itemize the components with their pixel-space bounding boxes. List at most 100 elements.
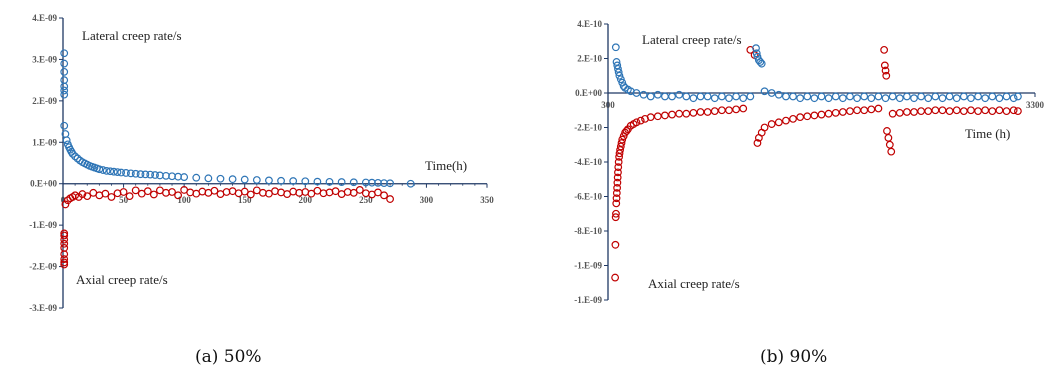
data-point: [888, 109, 897, 118]
data-point: [696, 108, 705, 116]
data-point: [867, 105, 876, 114]
data-point: [136, 170, 145, 179]
data-point: [817, 92, 826, 101]
data-point: [265, 176, 273, 185]
x-tick-label: 150: [238, 195, 252, 205]
y-tick-label: -2.E-09: [29, 262, 57, 272]
data-point: [903, 92, 911, 101]
data-point: [60, 244, 69, 252]
data-point: [668, 110, 676, 119]
data-point: [760, 123, 769, 132]
data-point: [612, 199, 621, 208]
series-lateral: [611, 43, 1022, 103]
data-point: [817, 110, 826, 119]
annotation-lateral: Lateral creep rate/s: [642, 32, 742, 47]
data-point: [246, 190, 255, 199]
data-point: [204, 174, 213, 183]
data-point: [838, 94, 847, 103]
y-tick-label: -3.E-09: [29, 303, 57, 313]
data-point: [910, 94, 918, 103]
data-point: [995, 106, 1004, 115]
data-point: [1009, 106, 1018, 115]
x-tick-label: 100: [177, 195, 191, 205]
data-point: [846, 92, 854, 101]
data-point: [228, 175, 237, 184]
data-point: [967, 94, 975, 103]
data-point: [710, 107, 719, 116]
data-point: [192, 173, 201, 182]
series-lateral: [60, 49, 415, 188]
data-point: [646, 92, 655, 101]
data-point: [646, 113, 655, 122]
data-point: [613, 173, 622, 182]
data-point: [613, 183, 622, 192]
data-point: [406, 179, 415, 188]
data-point: [614, 163, 623, 172]
annotation-time: Time(h): [425, 158, 467, 173]
data-point: [611, 273, 620, 282]
y-tick-label: 2.E-09: [32, 96, 57, 106]
data-point: [988, 107, 997, 116]
data-point: [739, 94, 748, 103]
data-point: [386, 179, 394, 188]
x-tick-label: 200: [299, 195, 313, 205]
data-point: [931, 106, 940, 115]
data-point: [325, 177, 334, 186]
data-point: [774, 118, 783, 127]
data-point: [349, 178, 358, 187]
data-point: [682, 109, 691, 118]
data-point: [614, 158, 623, 166]
data-point: [374, 188, 382, 197]
data-point: [301, 177, 310, 186]
data-point: [125, 192, 134, 201]
data-point: [981, 106, 990, 115]
data-point: [141, 170, 150, 179]
data-point: [931, 92, 940, 101]
data-point: [682, 92, 691, 101]
data-point: [895, 108, 904, 117]
y-tick-label: -1.E-09: [29, 220, 57, 230]
data-point: [782, 116, 790, 125]
data-point: [60, 255, 69, 264]
data-point: [1002, 92, 1011, 101]
data-point: [632, 89, 641, 97]
data-point: [639, 90, 648, 99]
data-point: [880, 45, 889, 54]
data-point: [615, 71, 624, 80]
data-point: [753, 139, 762, 147]
data-point: [617, 139, 626, 147]
data-point: [860, 106, 869, 115]
data-point: [881, 66, 890, 75]
data-point: [767, 120, 776, 128]
data-point: [252, 176, 261, 184]
data-point: [102, 166, 111, 175]
data-point: [887, 147, 896, 156]
data-point: [810, 111, 819, 120]
chart-panel-a: 4.E-09 3.E-09 2.E-09 1.E-09 0.E+00 -1.E-09 -2.…: [29, 13, 494, 367]
data-point: [952, 106, 961, 115]
data-point: [689, 94, 698, 103]
data-point: [831, 108, 840, 117]
data-point: [988, 92, 997, 101]
data-point: [924, 107, 933, 116]
data-point: [974, 92, 982, 101]
data-point: [60, 121, 69, 130]
data-point: [689, 108, 698, 117]
data-point: [386, 195, 394, 203]
data-point: [131, 169, 140, 178]
data-point: [789, 92, 797, 101]
y-tick-label: -4.E-10: [574, 157, 602, 167]
data-point: [725, 106, 733, 115]
data-point: [240, 175, 249, 184]
data-point: [611, 43, 620, 52]
data-point: [174, 191, 182, 200]
data-point: [952, 94, 961, 103]
data-point: [611, 213, 620, 222]
y-tick-label: 0.E+00: [575, 88, 602, 98]
data-point: [883, 127, 891, 135]
data-point: [307, 189, 316, 198]
data-point: [853, 94, 861, 103]
data-point: [938, 106, 947, 115]
data-point: [60, 49, 69, 58]
data-point: [696, 92, 705, 101]
